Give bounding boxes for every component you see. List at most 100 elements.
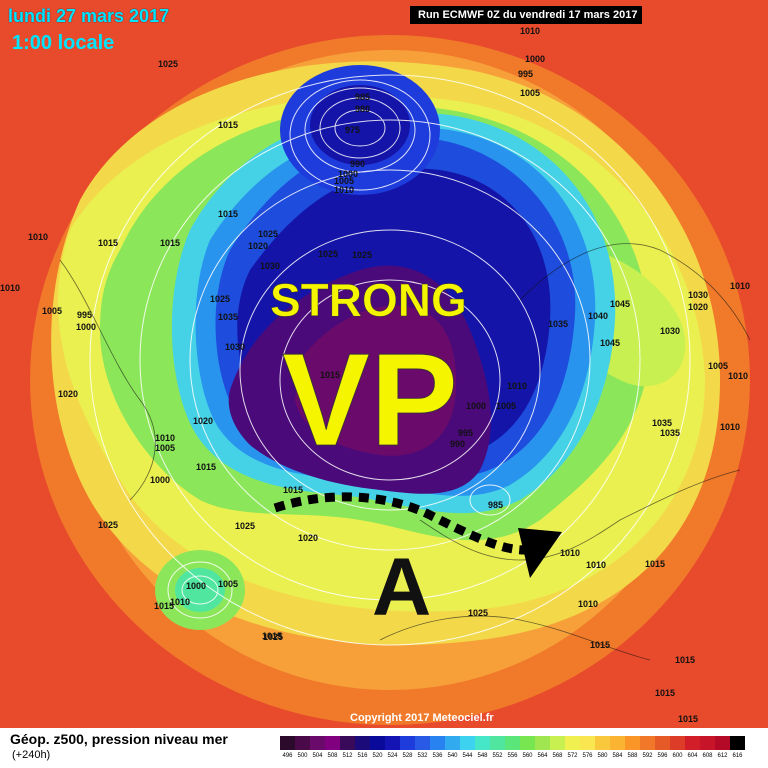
pressure-label: 980 <box>355 104 370 114</box>
legend-swatch <box>385 736 400 750</box>
pressure-label: 1005 <box>520 88 540 98</box>
pressure-label: 1015 <box>675 655 695 665</box>
legend-swatch <box>490 736 505 750</box>
pressure-label: 1005 <box>334 176 354 186</box>
legend-value: 584 <box>612 753 623 759</box>
legend-swatch <box>580 736 595 750</box>
vp-label: VP <box>282 326 458 473</box>
pressure-label: 1030 <box>225 342 245 352</box>
pressure-label: 1015 <box>283 485 303 495</box>
copyright-text: Copyright 2017 Meteociel.fr <box>350 712 494 724</box>
pressure-label: 1025 <box>318 249 338 259</box>
pressure-label: 1000 <box>186 581 206 591</box>
flow-arrow-head <box>518 528 562 578</box>
coastlines <box>59 243 751 661</box>
legend-swatch <box>505 736 520 750</box>
zone-purple-inner <box>295 305 457 456</box>
legend-swatch <box>595 736 610 750</box>
pressure-label: 1015 <box>154 601 174 611</box>
pressure-label: 1025 <box>263 632 283 642</box>
pressure-label: 1005 <box>708 361 728 371</box>
legend-value: 520 <box>372 753 383 759</box>
legend-swatch <box>340 736 355 750</box>
pressure-label: 995 <box>518 69 533 79</box>
pressure-label: 1015 <box>590 640 610 650</box>
high-pressure-label: A <box>372 542 431 633</box>
zone-atlantic-low-inner <box>175 568 225 612</box>
legend-swatch <box>325 736 340 750</box>
legend-swatch <box>445 736 460 750</box>
pressure-label: 1025 <box>468 608 488 618</box>
pressure-label: 1045 <box>610 299 630 309</box>
legend-value: 544 <box>462 753 473 759</box>
pressure-label: 1005 <box>42 306 62 316</box>
pressure-label: 1010 <box>578 599 598 609</box>
legend-value: 536 <box>432 753 443 759</box>
pressure-label: 1030 <box>660 326 680 336</box>
pressure-label: 1040 <box>588 311 608 321</box>
legend-swatch <box>430 736 445 750</box>
pressure-label: 990 <box>350 159 365 169</box>
legend-swatch <box>280 736 295 750</box>
pressure-label: 1015 <box>196 462 216 472</box>
legend-value: 576 <box>582 753 593 759</box>
pressure-label: 1010 <box>520 26 540 36</box>
legend-value: 588 <box>627 753 638 759</box>
pressure-label: 1020 <box>298 533 318 543</box>
pressure-label: 975 <box>345 125 360 135</box>
pressure-label: 1025 <box>258 229 278 239</box>
legend-swatch <box>685 736 700 750</box>
legend-swatch <box>355 736 370 750</box>
pressure-label: 1010 <box>720 422 740 432</box>
color-scale <box>280 736 745 750</box>
pressure-label: 1035 <box>660 428 680 438</box>
legend-value: 512 <box>342 753 353 759</box>
legend-swatch <box>550 736 565 750</box>
pressure-label: 1025 <box>98 520 118 530</box>
legend-value: 532 <box>417 753 428 759</box>
legend-swatch <box>460 736 475 750</box>
legend-value: 556 <box>507 753 518 759</box>
pressure-label: 1000 <box>466 401 486 411</box>
legend-value: 616 <box>732 753 743 759</box>
pressure-label: 1015 <box>262 631 282 641</box>
legend-swatch <box>310 736 325 750</box>
pressure-label: 1005 <box>155 443 175 453</box>
pressure-label: 1000 <box>525 54 545 64</box>
legend-swatch <box>670 736 685 750</box>
pressure-label: 1025 <box>158 59 178 69</box>
legend-value: 564 <box>537 753 548 759</box>
pressure-label: 1030 <box>260 261 280 271</box>
legend-swatch <box>475 736 490 750</box>
pressure-label: 1020 <box>193 416 213 426</box>
legend-subtitle: (+240h) <box>12 749 51 761</box>
legend-swatch <box>415 736 430 750</box>
legend-swatch <box>610 736 625 750</box>
pressure-label: 1015 <box>160 238 180 248</box>
legend-swatch <box>640 736 655 750</box>
pressure-label: 1035 <box>548 319 568 329</box>
pressure-label: 1010 <box>170 597 190 607</box>
pressure-label: 990 <box>450 439 465 449</box>
legend-value: 508 <box>327 753 338 759</box>
color-scale-labels: 496 500 504 508 512 516 520 524 528 532 536 540 544 5… <box>280 753 745 759</box>
pressure-label: 1020 <box>688 302 708 312</box>
pressure-label: 1015 <box>98 238 118 248</box>
pressure-label: 1035 <box>652 418 672 428</box>
pressure-label: 1010 <box>560 548 580 558</box>
legend-value: 496 <box>282 753 293 759</box>
pressure-label: 1020 <box>248 241 268 251</box>
legend-value: 604 <box>687 753 698 759</box>
pressure-label: 1000 <box>338 169 358 179</box>
pressure-label: 1010 <box>155 433 175 443</box>
pressure-label: 1025 <box>235 521 255 531</box>
legend-swatch <box>730 736 745 750</box>
pressure-label: 1015 <box>655 688 675 698</box>
pressure-label: 1015 <box>218 120 238 130</box>
legend-swatch <box>535 736 550 750</box>
pressure-labels: 1025 1015 1010 1010 995 1000 1005 985 98… <box>0 26 750 724</box>
run-info: Run ECMWF 0Z du vendredi 17 mars 2017 <box>410 6 642 24</box>
legend-value: 528 <box>402 753 413 759</box>
pressure-label: 985 <box>355 92 370 102</box>
pressure-label: 1015 <box>645 559 665 569</box>
